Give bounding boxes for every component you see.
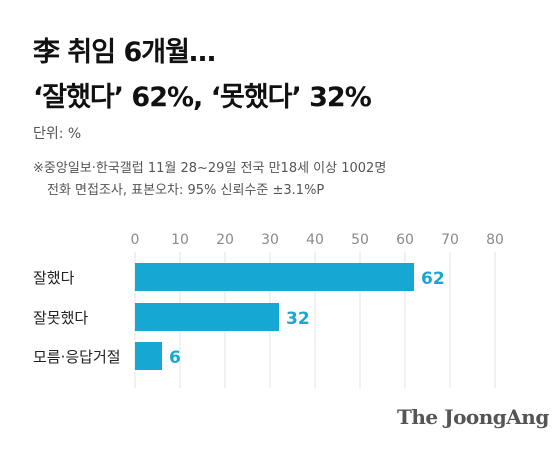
source-note-line-1: ※중앙일보·한국갤럽 11월 28~29일 전국 만18세 이상 1002명 — [33, 161, 387, 176]
x-tick-label: 60 — [396, 232, 414, 248]
x-tick-label: 80 — [486, 232, 504, 248]
data-label: 62 — [421, 269, 445, 289]
x-tick-label: 10 — [171, 232, 189, 248]
brand-logo: The JoongAng — [397, 405, 549, 429]
data-label: 32 — [286, 309, 310, 329]
chart-title: 李 취임 6개월… ‘잘했다’ 62%, ‘못했다’ 32% — [33, 30, 372, 120]
category-label: 잘했다 — [33, 269, 75, 287]
x-tick-label: 50 — [351, 232, 369, 248]
title-line-2: ‘잘했다’ 62%, ‘못했다’ 32% — [33, 82, 372, 113]
data-label: 6 — [169, 348, 181, 368]
bar — [135, 303, 279, 331]
source-note-line-2: 전화 면접조사, 표본오차: 95% 신뢰수준 ±3.1%P — [47, 183, 325, 198]
bar — [135, 342, 162, 370]
x-tick-label: 20 — [216, 232, 234, 248]
category-label: 잘못했다 — [33, 309, 88, 327]
bar — [135, 263, 414, 291]
unit-label: 단위: % — [33, 126, 82, 142]
x-tick-label: 40 — [306, 232, 324, 248]
title-line-1: 李 취임 6개월… — [33, 37, 216, 68]
x-tick-label: 70 — [441, 232, 459, 248]
x-tick-label: 30 — [261, 232, 279, 248]
source-note: ※중앙일보·한국갤럽 11월 28~29일 전국 만18세 이상 1002명 전… — [33, 158, 386, 202]
category-label: 모름·응답거절 — [33, 348, 121, 366]
x-tick-label: 0 — [131, 232, 140, 248]
